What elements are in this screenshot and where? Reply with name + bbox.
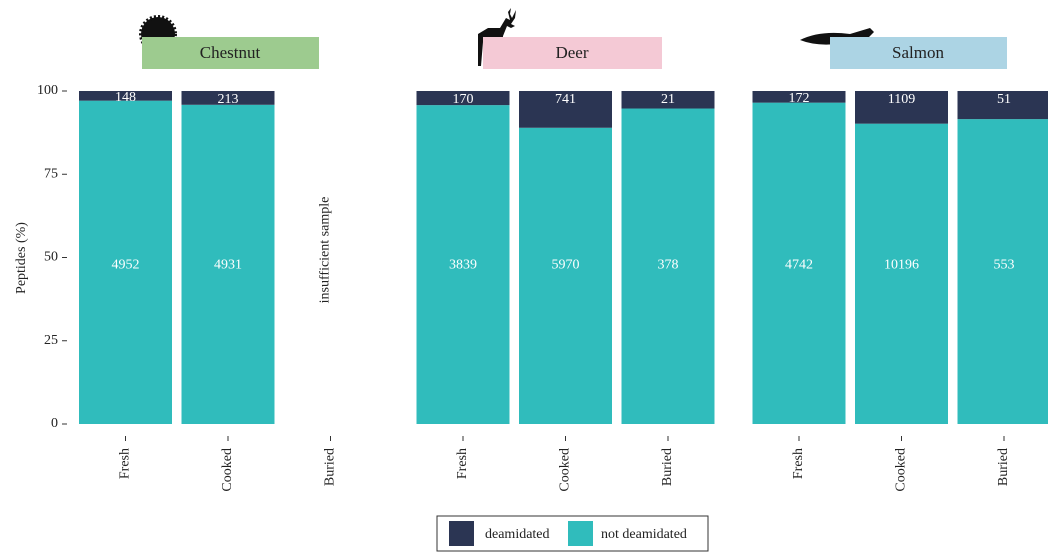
bar-segment bbox=[416, 91, 510, 106]
x-tick-label: Cooked bbox=[558, 448, 573, 492]
data-label: 5970 bbox=[552, 258, 580, 273]
y-tick-label: 100 bbox=[37, 83, 58, 98]
strip bbox=[830, 37, 1007, 69]
bar-segment bbox=[181, 91, 275, 105]
x-tick-label: Fresh bbox=[118, 448, 133, 479]
bar-segment bbox=[181, 104, 275, 424]
bar-segment bbox=[79, 100, 172, 425]
bar-segment bbox=[752, 102, 846, 425]
data-label: 10196 bbox=[884, 258, 919, 273]
data-label: 4742 bbox=[785, 258, 813, 273]
x-tick-label: Buried bbox=[660, 448, 675, 486]
data-label: 213 bbox=[218, 92, 239, 107]
data-label: 21 bbox=[661, 92, 675, 107]
facet-title: Deer bbox=[555, 43, 588, 62]
x-tick-label: Fresh bbox=[791, 448, 806, 479]
data-label: 553 bbox=[994, 258, 1015, 273]
bar-segment bbox=[621, 91, 715, 109]
legend-key bbox=[568, 521, 593, 546]
x-tick-label: Buried bbox=[323, 448, 338, 486]
data-label: 741 bbox=[555, 92, 576, 107]
facet-title: Chestnut bbox=[200, 43, 261, 62]
bar-segment bbox=[855, 123, 948, 425]
bar-segment bbox=[79, 91, 172, 101]
data-label: 1109 bbox=[888, 92, 915, 107]
y-tick-label: 50 bbox=[44, 250, 58, 265]
bar-segment bbox=[621, 108, 715, 425]
x-tick-label: Cooked bbox=[894, 448, 909, 492]
bar-segment bbox=[957, 119, 1048, 424]
y-tick-label: 0 bbox=[51, 416, 58, 431]
annotation: insufficient sample bbox=[318, 197, 333, 304]
data-label: 3839 bbox=[449, 258, 477, 273]
y-axis-label: Peptides (%) bbox=[14, 222, 29, 294]
data-label: 170 bbox=[453, 92, 474, 107]
x-tick-label: Buried bbox=[996, 448, 1011, 486]
x-tick-label: Fresh bbox=[455, 448, 470, 479]
legend-label: deamidated bbox=[485, 527, 550, 542]
data-label: 378 bbox=[658, 258, 679, 273]
data-label: 148 bbox=[115, 90, 136, 105]
y-tick-label: 25 bbox=[44, 333, 58, 348]
legend-label: not deamidated bbox=[601, 527, 687, 542]
data-label: 4952 bbox=[112, 258, 140, 273]
bar-segment bbox=[752, 91, 846, 103]
x-tick-label: Cooked bbox=[220, 448, 235, 492]
strip bbox=[483, 37, 662, 69]
data-label: 172 bbox=[789, 91, 810, 106]
bar-segment bbox=[519, 91, 612, 128]
legend-key bbox=[449, 521, 474, 546]
bar-segment bbox=[519, 127, 612, 425]
bar-segment bbox=[416, 105, 510, 424]
bar-segment bbox=[855, 91, 948, 124]
y-tick-label: 75 bbox=[44, 166, 58, 181]
bar-segment bbox=[957, 91, 1048, 120]
strip bbox=[142, 37, 319, 69]
data-label: 4931 bbox=[214, 258, 242, 273]
data-label: 51 bbox=[997, 92, 1011, 107]
facet-title: Salmon bbox=[892, 43, 944, 62]
legend bbox=[436, 515, 709, 552]
